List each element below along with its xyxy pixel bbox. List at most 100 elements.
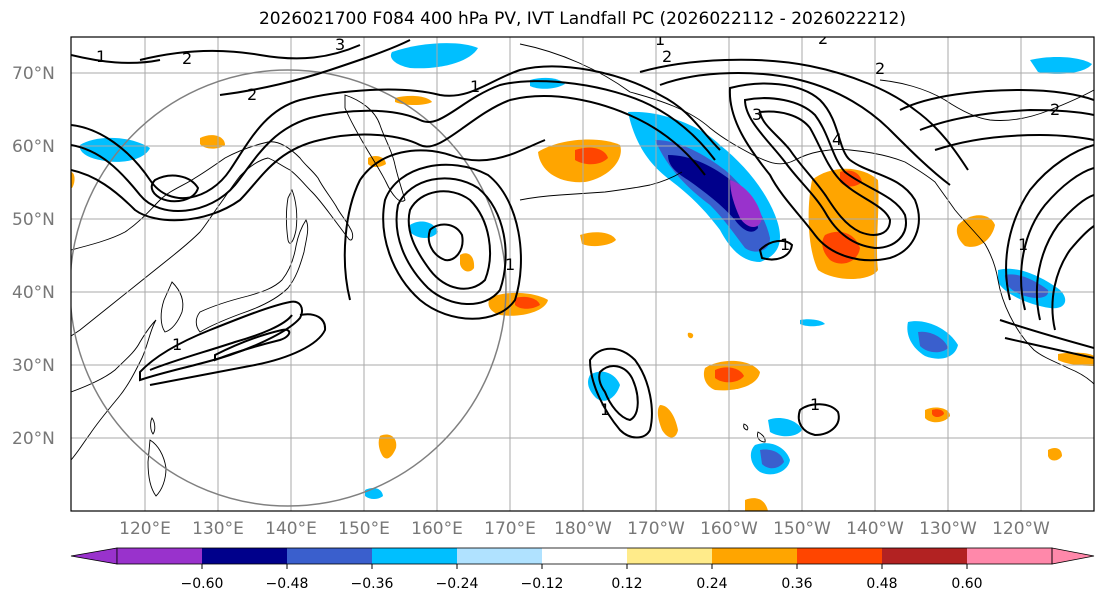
contour-line [219, 39, 411, 96]
contour-line [934, 133, 1094, 151]
contour-line [743, 97, 907, 250]
colorbar-tick-label: −0.36 [351, 576, 394, 592]
colorbar-tick-label: 0.60 [951, 576, 982, 592]
pv-positive-region [460, 253, 475, 272]
lat-label-40n: 40°N [12, 283, 55, 303]
contour-line [639, 58, 969, 171]
contour-line [728, 82, 920, 262]
coastline-philippines [147, 439, 167, 497]
contour-line [1005, 144, 1094, 301]
pv-negative-region [730, 180, 762, 227]
colorbar-tick-label: 0.48 [866, 576, 897, 592]
contour-line [797, 403, 840, 437]
contour-line [149, 313, 327, 386]
contour-line [71, 80, 716, 212]
lat-label-70n: 70°N [12, 64, 55, 84]
lon-label: 120°E [119, 519, 171, 539]
colorbar-swatch [542, 548, 627, 564]
pv-negative-region [588, 371, 620, 401]
contour-label: 1 [172, 335, 182, 354]
contour-line [1020, 167, 1094, 311]
colorbar-swatch [882, 548, 967, 564]
colorbar-swatch [202, 548, 287, 564]
colorbar-swatch [287, 548, 372, 564]
contour-label: 1 [655, 30, 665, 49]
colorbar-swatch [797, 548, 882, 564]
pv-positive-region [71, 172, 75, 188]
contour-line [407, 190, 491, 290]
contour-line [139, 44, 361, 61]
contour-label: 1 [600, 400, 610, 419]
contour-line [214, 328, 291, 362]
pv-positive-region [200, 135, 225, 149]
pv-negative-region [918, 331, 948, 353]
contour-line [71, 95, 706, 222]
lon-label: 130°W [919, 519, 977, 539]
lon-label: 160°E [411, 519, 463, 539]
colorbar-tick-label: 0.36 [781, 576, 812, 592]
contour-label: 1 [1018, 235, 1028, 254]
coastlines [71, 43, 1094, 497]
contour-line [71, 54, 161, 64]
contour-line [149, 314, 293, 371]
contour-line [1004, 337, 1094, 359]
colorbar: −0.60 −0.48 −0.36 −0.24 −0.12 0.12 0.24 … [70, 547, 1095, 592]
ivt-contours [71, 39, 1094, 439]
pv-negative-region [79, 137, 150, 162]
lon-label: 150°E [338, 519, 390, 539]
lon-label: 140°W [846, 519, 904, 539]
coastline-asia [71, 141, 354, 337]
colorbar-swatch [627, 548, 712, 564]
pv-negative-region [410, 221, 438, 238]
lon-label: 120°W [992, 519, 1050, 539]
region-circle [71, 69, 507, 507]
contour-labels: 1 2 2 2 3 1 2 2 2 3 4 1 1 1 1 1 1 1 [96, 29, 1060, 419]
pv-negative-region [760, 449, 784, 469]
colorbar-swatch [117, 548, 202, 564]
lon-label: 180°W [554, 519, 612, 539]
contour-line [598, 365, 639, 422]
coastline-hawaii [743, 423, 749, 431]
contour-label: 1 [780, 235, 790, 254]
coastline-alaska [519, 43, 956, 211]
lat-label-50n: 50°N [12, 210, 55, 230]
colorbar-tick-label: −0.48 [266, 576, 309, 592]
contour-line [1035, 194, 1094, 321]
lon-label: 130°E [192, 519, 244, 539]
contour-label: 2 [818, 29, 828, 48]
coastline-aleutians [519, 171, 683, 201]
pv-positive-region [657, 405, 678, 438]
lon-label: 160°W [700, 519, 758, 539]
contour-label: 2 [875, 59, 885, 78]
contour-line [1051, 225, 1094, 331]
lon-label: 150°W [773, 519, 831, 539]
coastline-korea [160, 281, 184, 333]
lon-label: 170°E [484, 519, 536, 539]
gridlines [71, 37, 1094, 511]
pv-positive-region [1048, 448, 1062, 461]
map-title: 2026021700 F084 400 hPa PV, IVT Landfall… [258, 9, 906, 29]
pv-positive-region [687, 332, 694, 339]
pv-positive-region [932, 409, 944, 417]
contour-line [588, 347, 653, 439]
contour-line [758, 239, 794, 261]
pv-positive-region [378, 434, 397, 459]
longitude-labels: 120°E 130°E 140°E 150°E 160°E 170°E 180°… [119, 519, 1050, 539]
coastline-hawaii [757, 431, 766, 443]
colorbar-tick-label: −0.24 [436, 576, 479, 592]
contour-label: 3 [335, 35, 345, 54]
lon-label: 170°W [627, 519, 685, 539]
lat-label-60n: 60°N [12, 137, 55, 157]
pv-negative-region [768, 418, 802, 437]
coastline-north-america [954, 209, 1094, 385]
lat-label-20n: 20°N [12, 429, 55, 449]
contour-label: 1 [470, 77, 480, 96]
pv-positive-region [515, 296, 540, 309]
contour-label: 1 [505, 255, 515, 274]
coastline-north-america [879, 79, 1094, 121]
pv-negative-region [1030, 56, 1092, 74]
map-frame [70, 36, 1095, 512]
contour-line [427, 223, 464, 262]
pv-negative-region [800, 319, 825, 327]
